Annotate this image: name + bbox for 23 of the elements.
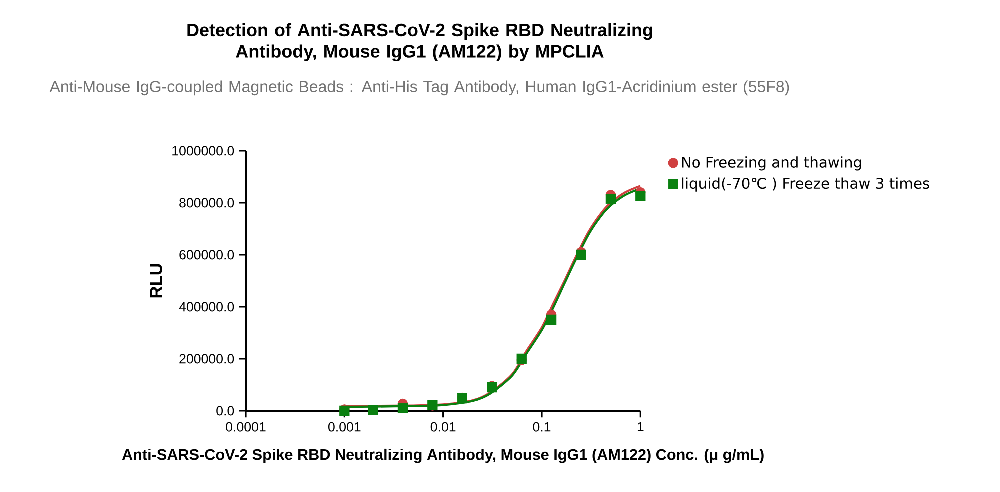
- legend-label: liquid(-70℃ ) Freeze thaw 3 times: [682, 178, 930, 192]
- x-tick-label: 0.001: [328, 422, 361, 432]
- legend-label: No Freezing and thawing: [682, 156, 862, 171]
- y-tick-label: 800000.0: [180, 198, 234, 208]
- point: [636, 191, 646, 202]
- chart-subtitle: Anti-Mouse IgG-coupled Magnetic Beads : Anti-His Tag Antibody, Human IgG1-Acridinium ester (55F8): [50, 80, 790, 96]
- point: [546, 314, 557, 326]
- x-tick-label: 0.1: [533, 422, 551, 432]
- x-tick-label: 0.0001: [226, 422, 266, 432]
- point: [368, 405, 378, 416]
- y-tick-label: 400000.0: [179, 302, 234, 312]
- point: [606, 194, 616, 204]
- y-axis-title: RLU: [150, 264, 162, 298]
- x-axis-title: Anti-SARS-CoV-2 Spike RBD Neutralizing Antibody, Mouse IgG1 (AM122) Conc. (μ g/mL): [122, 448, 764, 464]
- point: [576, 250, 586, 260]
- y-tick-label: 1000000.0: [172, 146, 234, 156]
- y-tick-label: 600000.0: [180, 250, 234, 260]
- chart-title: Detection of Anti-SARS-CoV-2 Spike RBD Neutralizing Antibody, Mouse IgG1 (AM122) by MPCLIA: [188, 23, 652, 62]
- y-tick-label: 0.0: [216, 406, 234, 416]
- point: [398, 403, 408, 414]
- x-tick-label: 0.01: [430, 422, 456, 432]
- y-tick-label: 200000.0: [180, 354, 234, 364]
- x-tick-label: 1: [638, 422, 644, 432]
